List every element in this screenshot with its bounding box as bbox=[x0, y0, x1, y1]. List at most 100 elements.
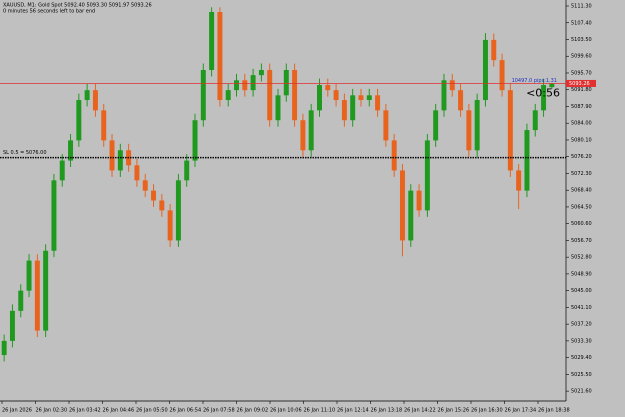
y-tick-label: 5025.50 bbox=[571, 372, 592, 378]
sl-label: SL 0.5 = 5076.00 bbox=[3, 150, 47, 156]
candle-body bbox=[466, 110, 472, 151]
y-tick-label: 5099.60 bbox=[571, 54, 592, 60]
candle-body bbox=[18, 290, 24, 311]
candle-body bbox=[1, 340, 7, 356]
x-tick-label: 26 Jan 18:38 bbox=[538, 408, 570, 414]
price-label: 5093.26 bbox=[569, 81, 590, 87]
y-tick-label: 5103.50 bbox=[571, 37, 592, 43]
price-box bbox=[566, 79, 596, 87]
candle-body bbox=[507, 90, 513, 171]
candle-body bbox=[159, 200, 165, 211]
y-tick-label: 5048.90 bbox=[571, 271, 592, 277]
candle-body bbox=[184, 160, 190, 181]
candle-body bbox=[117, 150, 123, 171]
y-tick-label: 5064.50 bbox=[571, 204, 592, 210]
x-tick-label: 26 Jan 09:02 bbox=[237, 408, 269, 414]
y-tick-label: 5029.40 bbox=[571, 355, 592, 361]
y-tick-label: 5091.80 bbox=[571, 87, 592, 93]
candle-body bbox=[250, 75, 256, 91]
candle-body bbox=[51, 180, 57, 251]
candle-body bbox=[101, 110, 107, 141]
candle-body bbox=[76, 100, 82, 141]
x-tick-label: 26 Jan 12:14 bbox=[337, 408, 369, 414]
candle-body bbox=[68, 140, 74, 161]
candle-body bbox=[333, 90, 339, 101]
candle-body bbox=[142, 180, 148, 191]
x-tick-label: 26 Jan 14:22 bbox=[404, 408, 436, 414]
candle-body bbox=[491, 39, 497, 61]
candle-body bbox=[34, 260, 40, 331]
candle-body bbox=[84, 90, 90, 101]
candle-body bbox=[383, 110, 389, 141]
y-tick-label: 5021.60 bbox=[571, 389, 592, 395]
candle-body bbox=[408, 190, 414, 241]
candle-body bbox=[524, 130, 530, 191]
y-tick-label: 5033.30 bbox=[571, 338, 592, 344]
candle-body bbox=[399, 170, 405, 241]
candle-body bbox=[516, 170, 522, 191]
candle-body bbox=[358, 95, 364, 101]
candle-body bbox=[192, 120, 198, 161]
candle-body bbox=[234, 80, 239, 91]
chart-title: XAUUSD, M1: Gold Spot 5092.40 5093.30 50… bbox=[3, 3, 152, 9]
y-tick-label: 5072.30 bbox=[571, 171, 592, 177]
candle-body bbox=[308, 110, 314, 151]
y-tick-label: 5068.40 bbox=[571, 188, 592, 194]
candle-body bbox=[541, 85, 547, 111]
x-tick-label: 26 Jan 15:26 bbox=[438, 408, 470, 414]
x-tick-label: 26 Jan 16:30 bbox=[471, 408, 503, 414]
y-tick-label: 5080.10 bbox=[571, 137, 592, 143]
candle-body bbox=[449, 80, 455, 91]
candle-body bbox=[416, 190, 422, 211]
x-tick-label: 26 Jan 2026 bbox=[2, 408, 32, 414]
candle-body bbox=[225, 90, 231, 101]
x-tick-label: 26 Jan 06:54 bbox=[170, 408, 202, 414]
candle-body bbox=[9, 310, 15, 341]
timer: <0:56 bbox=[526, 86, 560, 99]
candle-body bbox=[109, 140, 115, 171]
y-tick-label: 5060.60 bbox=[571, 221, 592, 227]
y-tick-label: 5041.10 bbox=[571, 305, 592, 311]
candle-body bbox=[341, 100, 347, 121]
candle-body bbox=[292, 69, 298, 121]
y-tick-label: 5056.70 bbox=[571, 238, 592, 244]
candle-body bbox=[441, 80, 447, 111]
candle-body bbox=[482, 39, 488, 101]
candle-body bbox=[151, 190, 157, 201]
candle-body bbox=[43, 250, 49, 331]
candle-body bbox=[424, 140, 430, 211]
y-tick-label: 5052.80 bbox=[571, 255, 592, 261]
candle-body bbox=[267, 69, 273, 121]
candle-body bbox=[26, 260, 32, 291]
candle-body bbox=[499, 60, 505, 91]
candle-body bbox=[549, 83, 555, 88]
x-tick-label: 26 Jan 05:50 bbox=[136, 408, 168, 414]
candle-body bbox=[217, 12, 223, 101]
candle-body bbox=[458, 90, 464, 111]
y-tick-label: 5045.00 bbox=[571, 288, 592, 294]
y-tick-label: 5107.40 bbox=[571, 20, 592, 26]
y-tick-label: 5111.30 bbox=[571, 4, 592, 10]
y-tick-label: 5095.70 bbox=[571, 70, 592, 76]
candle-body bbox=[325, 85, 331, 91]
candle-body bbox=[167, 210, 173, 241]
x-tick-label: 26 Jan 03:42 bbox=[69, 408, 101, 414]
y-tick-label: 5037.20 bbox=[571, 322, 592, 328]
candle-body bbox=[317, 85, 322, 111]
x-tick-label: 26 Jan 02:30 bbox=[36, 408, 68, 414]
candle-body bbox=[391, 140, 397, 171]
candle-body bbox=[283, 69, 289, 96]
x-tick-label: 26 Jan 13:18 bbox=[371, 408, 403, 414]
candle-body bbox=[275, 95, 281, 121]
candle-body bbox=[175, 180, 181, 241]
candle-body bbox=[92, 90, 98, 111]
candle-body bbox=[350, 95, 356, 121]
x-tick-label: 26 Jan 07:58 bbox=[203, 408, 235, 414]
candle-body bbox=[209, 12, 215, 70]
candle-body bbox=[59, 160, 65, 181]
candle-body bbox=[200, 69, 206, 121]
x-tick-label: 26 Jan 17:34 bbox=[505, 408, 537, 414]
chart-subtitle: 0 minutes 56 seconds left to bar end bbox=[3, 9, 95, 15]
